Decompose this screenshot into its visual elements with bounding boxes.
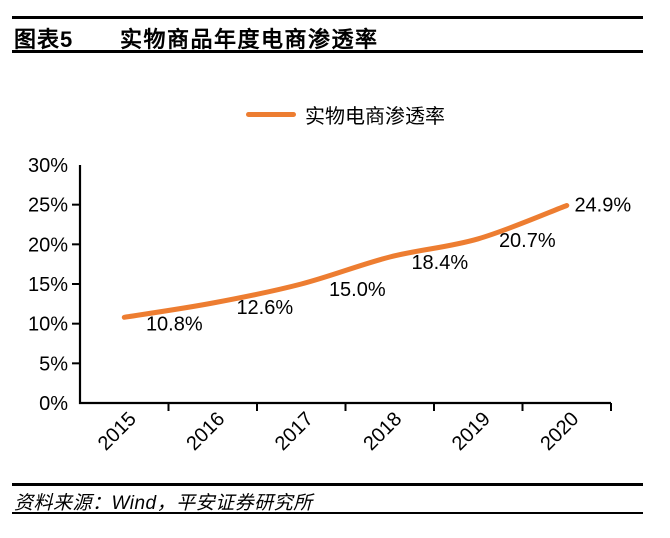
data-point-label: 18.4% <box>411 252 468 274</box>
x-axis-label: 2017 <box>271 408 318 455</box>
data-point-label: 10.8% <box>146 313 203 335</box>
data-point-label: 24.9% <box>574 195 631 217</box>
y-axis-label: 5% <box>39 353 68 375</box>
y-axis-label: 10% <box>28 314 68 336</box>
header-top-rule <box>12 16 643 19</box>
y-axis-label: 0% <box>39 393 68 415</box>
y-axis-label: 20% <box>28 234 68 256</box>
footer-top-rule <box>12 483 643 486</box>
y-axis-label: 15% <box>28 274 68 296</box>
x-axis-label: 2018 <box>359 408 406 455</box>
legend-line-swatch <box>246 111 296 117</box>
data-point-label: 15.0% <box>329 279 386 301</box>
legend-series-label: 实物电商渗透率 <box>305 105 445 128</box>
data-point-label: 20.7% <box>499 230 556 252</box>
footer-bottom-rule <box>12 512 643 514</box>
series-line <box>121 203 570 320</box>
y-axis-label: 30% <box>28 155 68 177</box>
x-axis-label: 2020 <box>536 408 583 455</box>
data-point-label: 12.6% <box>236 297 293 319</box>
header-bottom-rule <box>12 50 643 53</box>
source-note: 资料来源：Wind，平安证券研究所 <box>14 493 313 514</box>
figure-title: 实物商品年度电商渗透率 <box>120 27 379 52</box>
x-axis-label: 2016 <box>182 408 229 455</box>
x-axis-label: 2015 <box>94 408 141 455</box>
chart-legend: 实物电商渗透率 <box>80 100 611 128</box>
y-axis-label: 25% <box>28 195 68 217</box>
figure-label: 图表5 <box>14 27 74 52</box>
x-axis-label: 2019 <box>448 408 495 455</box>
